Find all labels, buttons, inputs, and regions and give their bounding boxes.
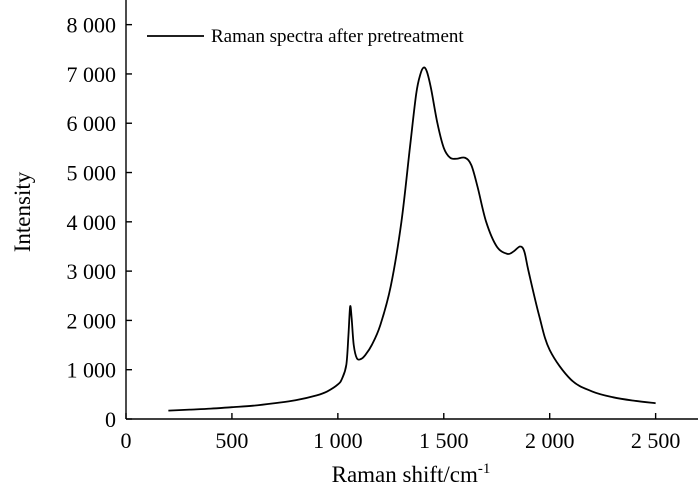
legend-label: Raman spectra after pretreatment bbox=[211, 26, 464, 47]
x-tick-label: 2 000 bbox=[525, 428, 575, 453]
y-tick-label: 5 000 bbox=[67, 161, 117, 186]
y-tick-label: 8 000 bbox=[67, 13, 117, 38]
y-tick-label: 2 000 bbox=[67, 308, 117, 333]
y-tick-label: 0 bbox=[105, 407, 116, 432]
y-tick-label: 7 000 bbox=[67, 62, 117, 87]
x-tick-label: 2 500 bbox=[631, 428, 681, 453]
y-ticks: 0 1 000 2 000 3 000 4 000 5 000 6 000 7 000 8 00… bbox=[67, 13, 132, 432]
x-axis-title-superscript: -1 bbox=[478, 461, 491, 477]
x-tick-label: 500 bbox=[215, 428, 248, 453]
series-line bbox=[168, 66, 656, 412]
y-tick-label: 4 000 bbox=[67, 210, 117, 235]
x-tick-label: 0 bbox=[121, 428, 132, 453]
x-tick-label: 1 500 bbox=[419, 428, 469, 453]
y-tick-label: 6 000 bbox=[67, 111, 117, 136]
x-tick-label: 1 000 bbox=[313, 428, 363, 453]
legend: Raman spectra after pretreatment bbox=[147, 26, 464, 47]
y-axis-title: Intensity bbox=[10, 171, 35, 252]
series-layer bbox=[168, 66, 656, 412]
axes bbox=[125, 0, 698, 420]
x-axis-title-text: Raman shift/cm bbox=[332, 462, 478, 487]
y-tick-label: 3 000 bbox=[67, 259, 117, 284]
x-ticks: 0 500 1 000 1 500 2 000 2 500 bbox=[121, 413, 681, 453]
x-axis-title: Raman shift/cm-1 bbox=[332, 461, 491, 487]
y-tick-label: 1 000 bbox=[67, 358, 117, 383]
